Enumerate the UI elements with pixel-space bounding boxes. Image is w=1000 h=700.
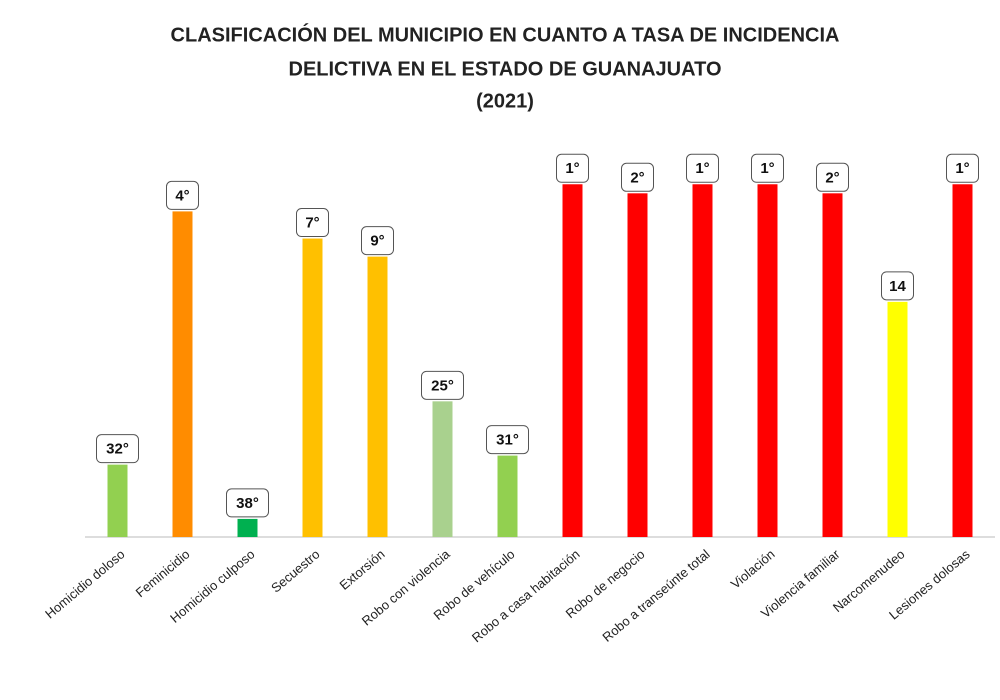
bar [107,464,128,537]
value-label-box [96,434,139,464]
value-label: 31° [496,432,519,449]
bar [627,193,648,538]
value-label: 25° [431,377,454,394]
value-label: 2° [825,169,839,186]
value-label: 1° [695,160,709,177]
value-label: 4° [175,187,189,204]
value-label: 7° [305,215,319,232]
chart-title: DELICTIVA EN EL ESTADO DE GUANAJUATO [289,58,722,80]
value-label: 32° [106,441,129,458]
bar [952,184,973,537]
chart-subtitle: (2021) [476,90,534,112]
bar [172,211,193,537]
value-label-box [751,153,784,183]
value-label: 9° [370,233,384,250]
bar [237,518,258,537]
chart-title: CLASIFICACIÓN DEL MUNICIPIO EN CUANTO A … [171,22,840,46]
value-label-box [881,271,914,301]
value-label: 1° [955,160,969,177]
bar [887,301,908,537]
bar [432,401,453,537]
bar [757,184,778,537]
value-label-box [556,153,589,183]
value-label-box [686,153,719,183]
value-label: 2° [630,169,644,186]
value-label-box [166,180,199,210]
value-label: 38° [236,495,259,512]
bar [822,193,843,538]
bar [367,256,388,537]
value-label: 14 [889,278,906,295]
value-label-box [421,370,464,400]
bar [562,184,583,537]
value-label-box [946,153,979,183]
bar [497,455,518,537]
bar [302,238,323,538]
value-label-box [486,425,529,455]
value-label-box [621,162,654,192]
value-label-box [361,226,394,256]
value-label-box [226,488,269,518]
value-label-box [816,162,849,192]
value-label: 1° [565,160,579,177]
bar [692,184,713,537]
value-label: 1° [760,160,774,177]
value-label-box [296,208,329,238]
